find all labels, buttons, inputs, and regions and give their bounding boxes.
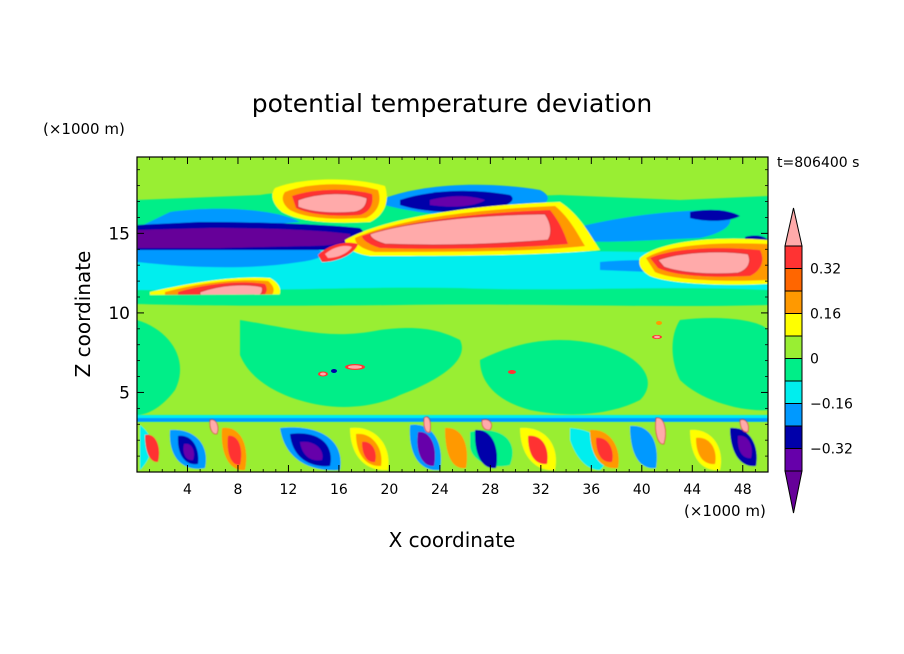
bl-pink-w	[209, 419, 219, 435]
mid-level-blobs	[318, 321, 662, 377]
bl-red-2	[227, 435, 242, 466]
x-tick-label-5: 24	[431, 482, 449, 498]
colorbar-label-4: −0.32	[810, 442, 853, 458]
x-axis-unit: (×1000 m)	[684, 502, 766, 520]
blob-navy-b	[331, 369, 337, 373]
colorbar-label-0: 0.32	[810, 262, 841, 278]
colorbar-box-9	[784, 448, 803, 472]
colorbar-label-2: 0	[810, 352, 819, 368]
bl-orange-11	[696, 437, 716, 465]
y-tick-label-2: 15	[108, 224, 130, 244]
colorbar-box-1	[784, 268, 803, 292]
bl-navy-7	[474, 429, 498, 469]
x-axis-label: X coordinate	[389, 528, 516, 552]
bl-pink-5	[423, 416, 431, 433]
x-tick-label-2: 12	[280, 482, 298, 498]
x-tick-label-9: 40	[633, 482, 651, 498]
y-tick-label-1: 10	[108, 304, 130, 324]
y-axis-ticks: 5 10 15	[108, 169, 768, 457]
x-tick-label-8: 36	[582, 482, 600, 498]
region-pink-east	[657, 251, 750, 275]
region-blue-3km	[137, 418, 768, 422]
bl-pink-10	[655, 417, 666, 445]
bl-purple-12	[737, 435, 752, 459]
plot-area	[137, 157, 768, 472]
bl-blue-10	[630, 425, 657, 469]
bl-purple-5	[417, 431, 436, 467]
colorbar-label-1: 0.16	[810, 307, 841, 323]
blob-pink-c	[348, 365, 362, 369]
region-teal-mid-1	[137, 320, 181, 415]
bl-red-9	[596, 437, 613, 463]
region-teal-mid-4	[672, 318, 768, 411]
y-axis-unit: (×1000 m)	[43, 120, 125, 138]
bl-red-4	[362, 441, 376, 463]
bl-red-w2	[145, 434, 160, 463]
colorbar-box-2	[784, 290, 803, 314]
x-tick-label-11: 48	[734, 482, 752, 498]
region-purple-north	[430, 196, 485, 207]
x-tick-label-3: 16	[330, 482, 348, 498]
region-teal-10km	[137, 292, 768, 306]
bl-pink-12	[739, 419, 749, 433]
chart-title: potential temperature deviation	[252, 89, 652, 118]
blob-pink-e	[654, 335, 660, 339]
x-tick-label-4: 20	[380, 482, 398, 498]
boundary-layer	[137, 416, 768, 472]
colorbar-box-7	[784, 403, 803, 427]
colorbar-label-3: −0.16	[810, 397, 853, 413]
region-pink-central	[369, 213, 552, 246]
region-pink-nw	[297, 193, 368, 214]
colorbar-top-triangle	[784, 207, 803, 247]
region-teal-mid-3	[480, 340, 648, 415]
region-purple-west	[137, 228, 351, 248]
colorbar-box-3	[784, 313, 803, 337]
blob-pink-a	[320, 372, 326, 376]
colorbar-box-8	[784, 425, 803, 449]
region-blue-east	[560, 210, 731, 242]
x-axis-ticks: 4 8 12 16 20 24 28 32 36 40 44 48	[149, 157, 756, 498]
colorbar-bottom-triangle	[784, 470, 803, 514]
y-axis-label: Z coordinate	[71, 251, 95, 378]
upper-field	[137, 179, 768, 423]
bl-purple-1	[183, 443, 194, 461]
region-pink-west-small	[325, 245, 352, 258]
bl-orange-6	[445, 427, 468, 469]
x-tick-label-10: 44	[683, 482, 701, 498]
colorbar-box-4	[784, 335, 803, 359]
x-tick-label-7: 32	[532, 482, 550, 498]
colorbar-box-0	[784, 245, 803, 269]
region-navy-east	[690, 209, 740, 221]
bl-red-8	[528, 435, 548, 465]
region-teal-mid-2	[240, 320, 462, 407]
x-tick-label-6: 28	[481, 482, 499, 498]
x-tick-label-1: 8	[233, 482, 242, 498]
y-tick-label-0: 5	[119, 383, 130, 403]
colorbar-box-5	[784, 358, 803, 382]
time-label: t=806400 s	[777, 155, 859, 171]
bl-pink-7	[481, 419, 492, 431]
colorbar-box-6	[784, 380, 803, 404]
bl-purple-3	[300, 441, 323, 461]
blob-red-d	[508, 370, 516, 374]
colorbar: 0.32 0.16 0 −0.16 −0.32	[784, 207, 853, 514]
x-tick-label-0: 4	[183, 482, 192, 498]
blob-red-f	[656, 321, 662, 325]
